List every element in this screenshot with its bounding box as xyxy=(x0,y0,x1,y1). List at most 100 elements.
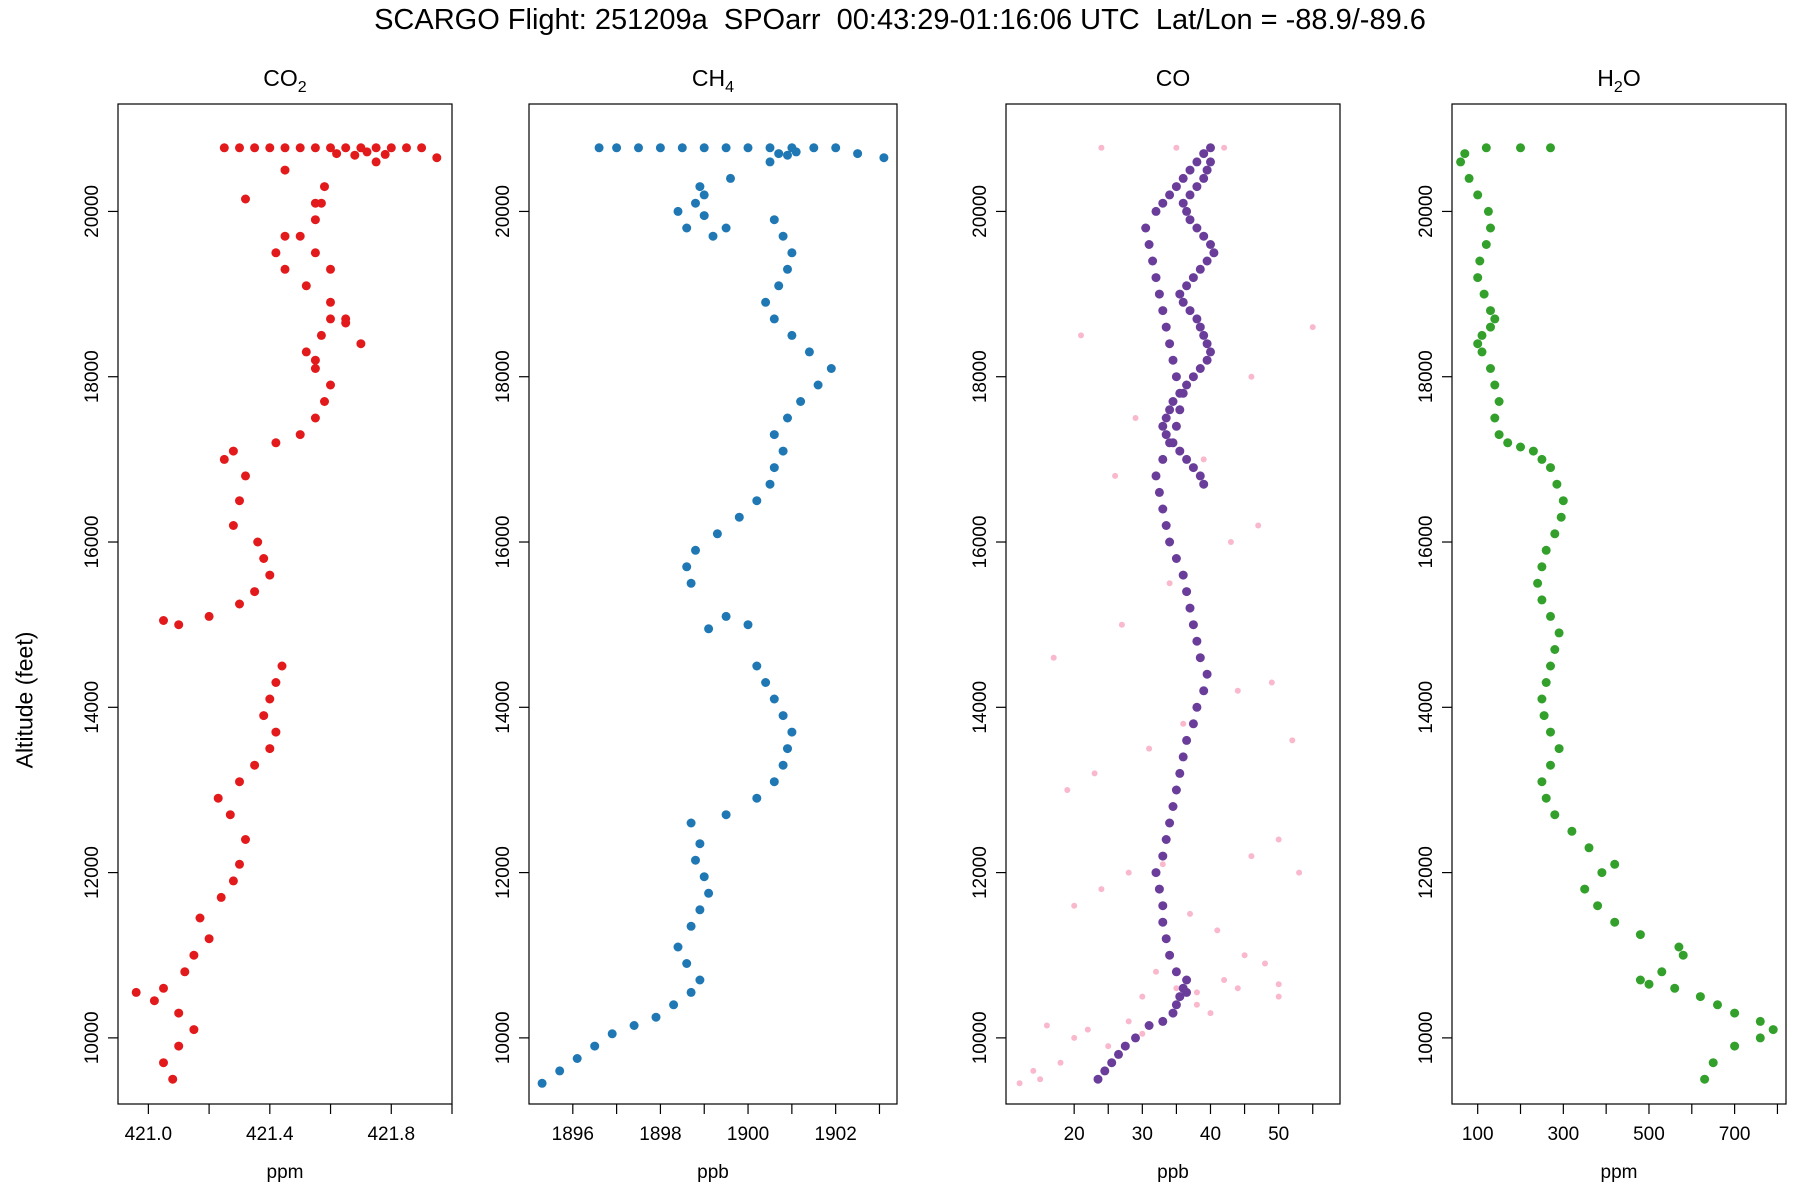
data-point xyxy=(1695,992,1705,1002)
data-point xyxy=(1173,144,1180,151)
data-point xyxy=(1188,719,1198,729)
data-point xyxy=(417,143,427,153)
data-point xyxy=(386,143,396,153)
data-point xyxy=(1241,952,1248,959)
data-point xyxy=(699,872,709,882)
data-point xyxy=(1248,853,1255,860)
data-point xyxy=(1550,810,1560,820)
data-point xyxy=(1171,421,1181,431)
data-point xyxy=(241,194,250,204)
data-point xyxy=(1275,993,1282,1000)
data-point xyxy=(783,744,792,754)
data-point xyxy=(1200,456,1207,463)
data-point xyxy=(1131,1033,1140,1043)
data-point xyxy=(1567,826,1577,836)
data-point xyxy=(326,297,335,307)
data-point xyxy=(280,165,290,175)
x-tick-label: 20 xyxy=(1064,1124,1085,1145)
data-point xyxy=(612,143,622,153)
data-point xyxy=(216,892,226,902)
panel-title-base: CO xyxy=(1156,65,1191,91)
data-point xyxy=(1296,869,1303,876)
data-point xyxy=(1483,206,1493,216)
data-point xyxy=(131,987,141,997)
data-point xyxy=(695,182,705,192)
data-point xyxy=(1175,446,1185,456)
y-tick-label: 12000 xyxy=(970,846,991,899)
data-point xyxy=(1221,144,1228,151)
data-point xyxy=(826,364,836,373)
data-point xyxy=(301,347,311,357)
data-point xyxy=(743,143,753,153)
data-point xyxy=(1309,324,1316,331)
data-point xyxy=(1154,487,1164,497)
data-point xyxy=(1195,264,1205,274)
x-tick-label: 1896 xyxy=(552,1124,594,1145)
data-point xyxy=(332,149,342,159)
data-point xyxy=(1546,760,1555,770)
panel-title: CO xyxy=(1156,65,1191,91)
data-point xyxy=(1494,397,1504,406)
data-point xyxy=(1214,927,1221,934)
data-point xyxy=(250,587,260,597)
data-point xyxy=(1289,737,1296,744)
x-axis-label: ppm xyxy=(1601,1162,1638,1183)
data-point xyxy=(1516,143,1525,153)
data-point xyxy=(686,921,696,931)
data-point xyxy=(1539,711,1549,721)
data-point xyxy=(682,562,692,572)
x-tick-label: 1898 xyxy=(639,1124,681,1145)
data-point xyxy=(1195,364,1205,373)
data-point xyxy=(1490,413,1500,423)
data-point xyxy=(1098,886,1105,893)
data-point xyxy=(783,413,792,423)
data-point xyxy=(655,143,665,153)
data-point xyxy=(765,143,775,153)
data-point xyxy=(769,215,779,225)
x-tick-label: 100 xyxy=(1462,1124,1494,1145)
data-point xyxy=(1153,968,1159,975)
data-point xyxy=(320,397,329,406)
data-point xyxy=(1537,454,1547,464)
data-point xyxy=(341,143,351,153)
data-point xyxy=(1132,415,1139,421)
data-point xyxy=(752,793,762,803)
data-point xyxy=(371,143,381,153)
y-tick-label: 14000 xyxy=(970,681,991,734)
data-point xyxy=(310,248,320,258)
data-point xyxy=(1139,993,1146,1000)
data-point xyxy=(380,149,390,159)
data-point xyxy=(1490,380,1500,390)
data-point xyxy=(1182,281,1192,291)
data-point xyxy=(1528,446,1538,456)
data-point xyxy=(1175,992,1185,1002)
data-point xyxy=(235,496,244,506)
data-point xyxy=(691,198,700,208)
data-point xyxy=(1182,975,1192,985)
data-point xyxy=(1678,950,1688,960)
y-tick-label: 16000 xyxy=(1416,516,1437,569)
panel-title-base: CO xyxy=(263,65,298,91)
data-point xyxy=(1546,143,1555,153)
data-point xyxy=(204,611,214,621)
data-point xyxy=(350,150,360,160)
data-point xyxy=(1580,884,1590,894)
data-point xyxy=(699,143,709,153)
y-tick-label: 20000 xyxy=(493,185,514,238)
data-point xyxy=(1100,1066,1110,1076)
data-point xyxy=(1221,977,1228,983)
data-point xyxy=(1610,917,1620,927)
y-tick-label: 12000 xyxy=(493,846,514,899)
data-point xyxy=(1195,322,1205,332)
data-point xyxy=(669,1000,679,1010)
data-point xyxy=(778,231,788,241)
x-tick-label: 421.4 xyxy=(246,1124,294,1145)
panel-2: CH4 1896 1898 1900 1902 ppb 10000 12000 14000 160… xyxy=(493,65,898,1183)
data-point xyxy=(1552,479,1562,489)
data-point xyxy=(774,149,784,159)
data-point xyxy=(1192,223,1202,233)
data-point xyxy=(774,281,784,291)
data-point xyxy=(761,678,771,687)
data-point xyxy=(189,1025,199,1035)
data-point xyxy=(1275,981,1282,988)
